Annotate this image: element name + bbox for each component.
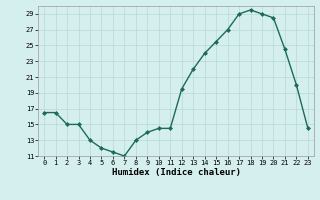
X-axis label: Humidex (Indice chaleur): Humidex (Indice chaleur) xyxy=(111,168,241,177)
